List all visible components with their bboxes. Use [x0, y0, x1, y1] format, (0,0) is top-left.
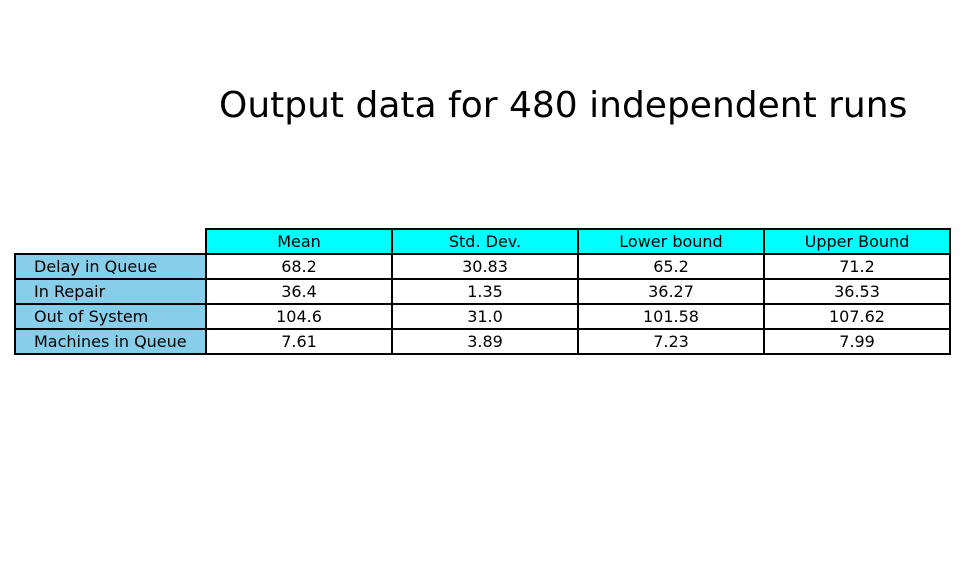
- table-cell: 65.2: [577, 253, 765, 280]
- results-table: Mean Std. Dev. Lower bound Upper Bound D…: [14, 228, 951, 355]
- table-row: Machines in Queue 7.61 3.89 7.23 7.99: [14, 328, 951, 355]
- table-corner: [15, 229, 206, 254]
- row-header-delay-in-queue: Delay in Queue: [14, 253, 207, 280]
- row-header-machines-in-queue: Machines in Queue: [14, 328, 207, 355]
- table-cell: 71.2: [763, 253, 951, 280]
- table-cell: 30.83: [391, 253, 579, 280]
- table-cell: 36.53: [763, 278, 951, 305]
- table-cell: 104.6: [205, 303, 393, 330]
- column-header-std-dev: Std. Dev.: [391, 228, 579, 255]
- table-row: In Repair 36.4 1.35 36.27 36.53: [14, 278, 951, 305]
- column-header-upper-bound: Upper Bound: [763, 228, 951, 255]
- column-header-lower-bound: Lower bound: [577, 228, 765, 255]
- table-header-row: Mean Std. Dev. Lower bound Upper Bound: [15, 228, 951, 255]
- table-cell: 36.4: [205, 278, 393, 305]
- row-header-in-repair: In Repair: [14, 278, 207, 305]
- table-cell: 101.58: [577, 303, 765, 330]
- table-cell: 68.2: [205, 253, 393, 280]
- table-cell: 1.35: [391, 278, 579, 305]
- table-cell: 31.0: [391, 303, 579, 330]
- table-cell: 107.62: [763, 303, 951, 330]
- row-header-out-of-system: Out of System: [14, 303, 207, 330]
- table-row: Delay in Queue 68.2 30.83 65.2 71.2: [14, 253, 951, 280]
- table-cell: 7.99: [763, 328, 951, 355]
- table-cell: 36.27: [577, 278, 765, 305]
- table-row: Out of System 104.6 31.0 101.58 107.62: [14, 303, 951, 330]
- chart-title: Output data for 480 independent runs: [219, 85, 908, 126]
- table-cell: 3.89: [391, 328, 579, 355]
- table-cell: 7.61: [205, 328, 393, 355]
- table-cell: 7.23: [577, 328, 765, 355]
- column-header-mean: Mean: [205, 228, 393, 255]
